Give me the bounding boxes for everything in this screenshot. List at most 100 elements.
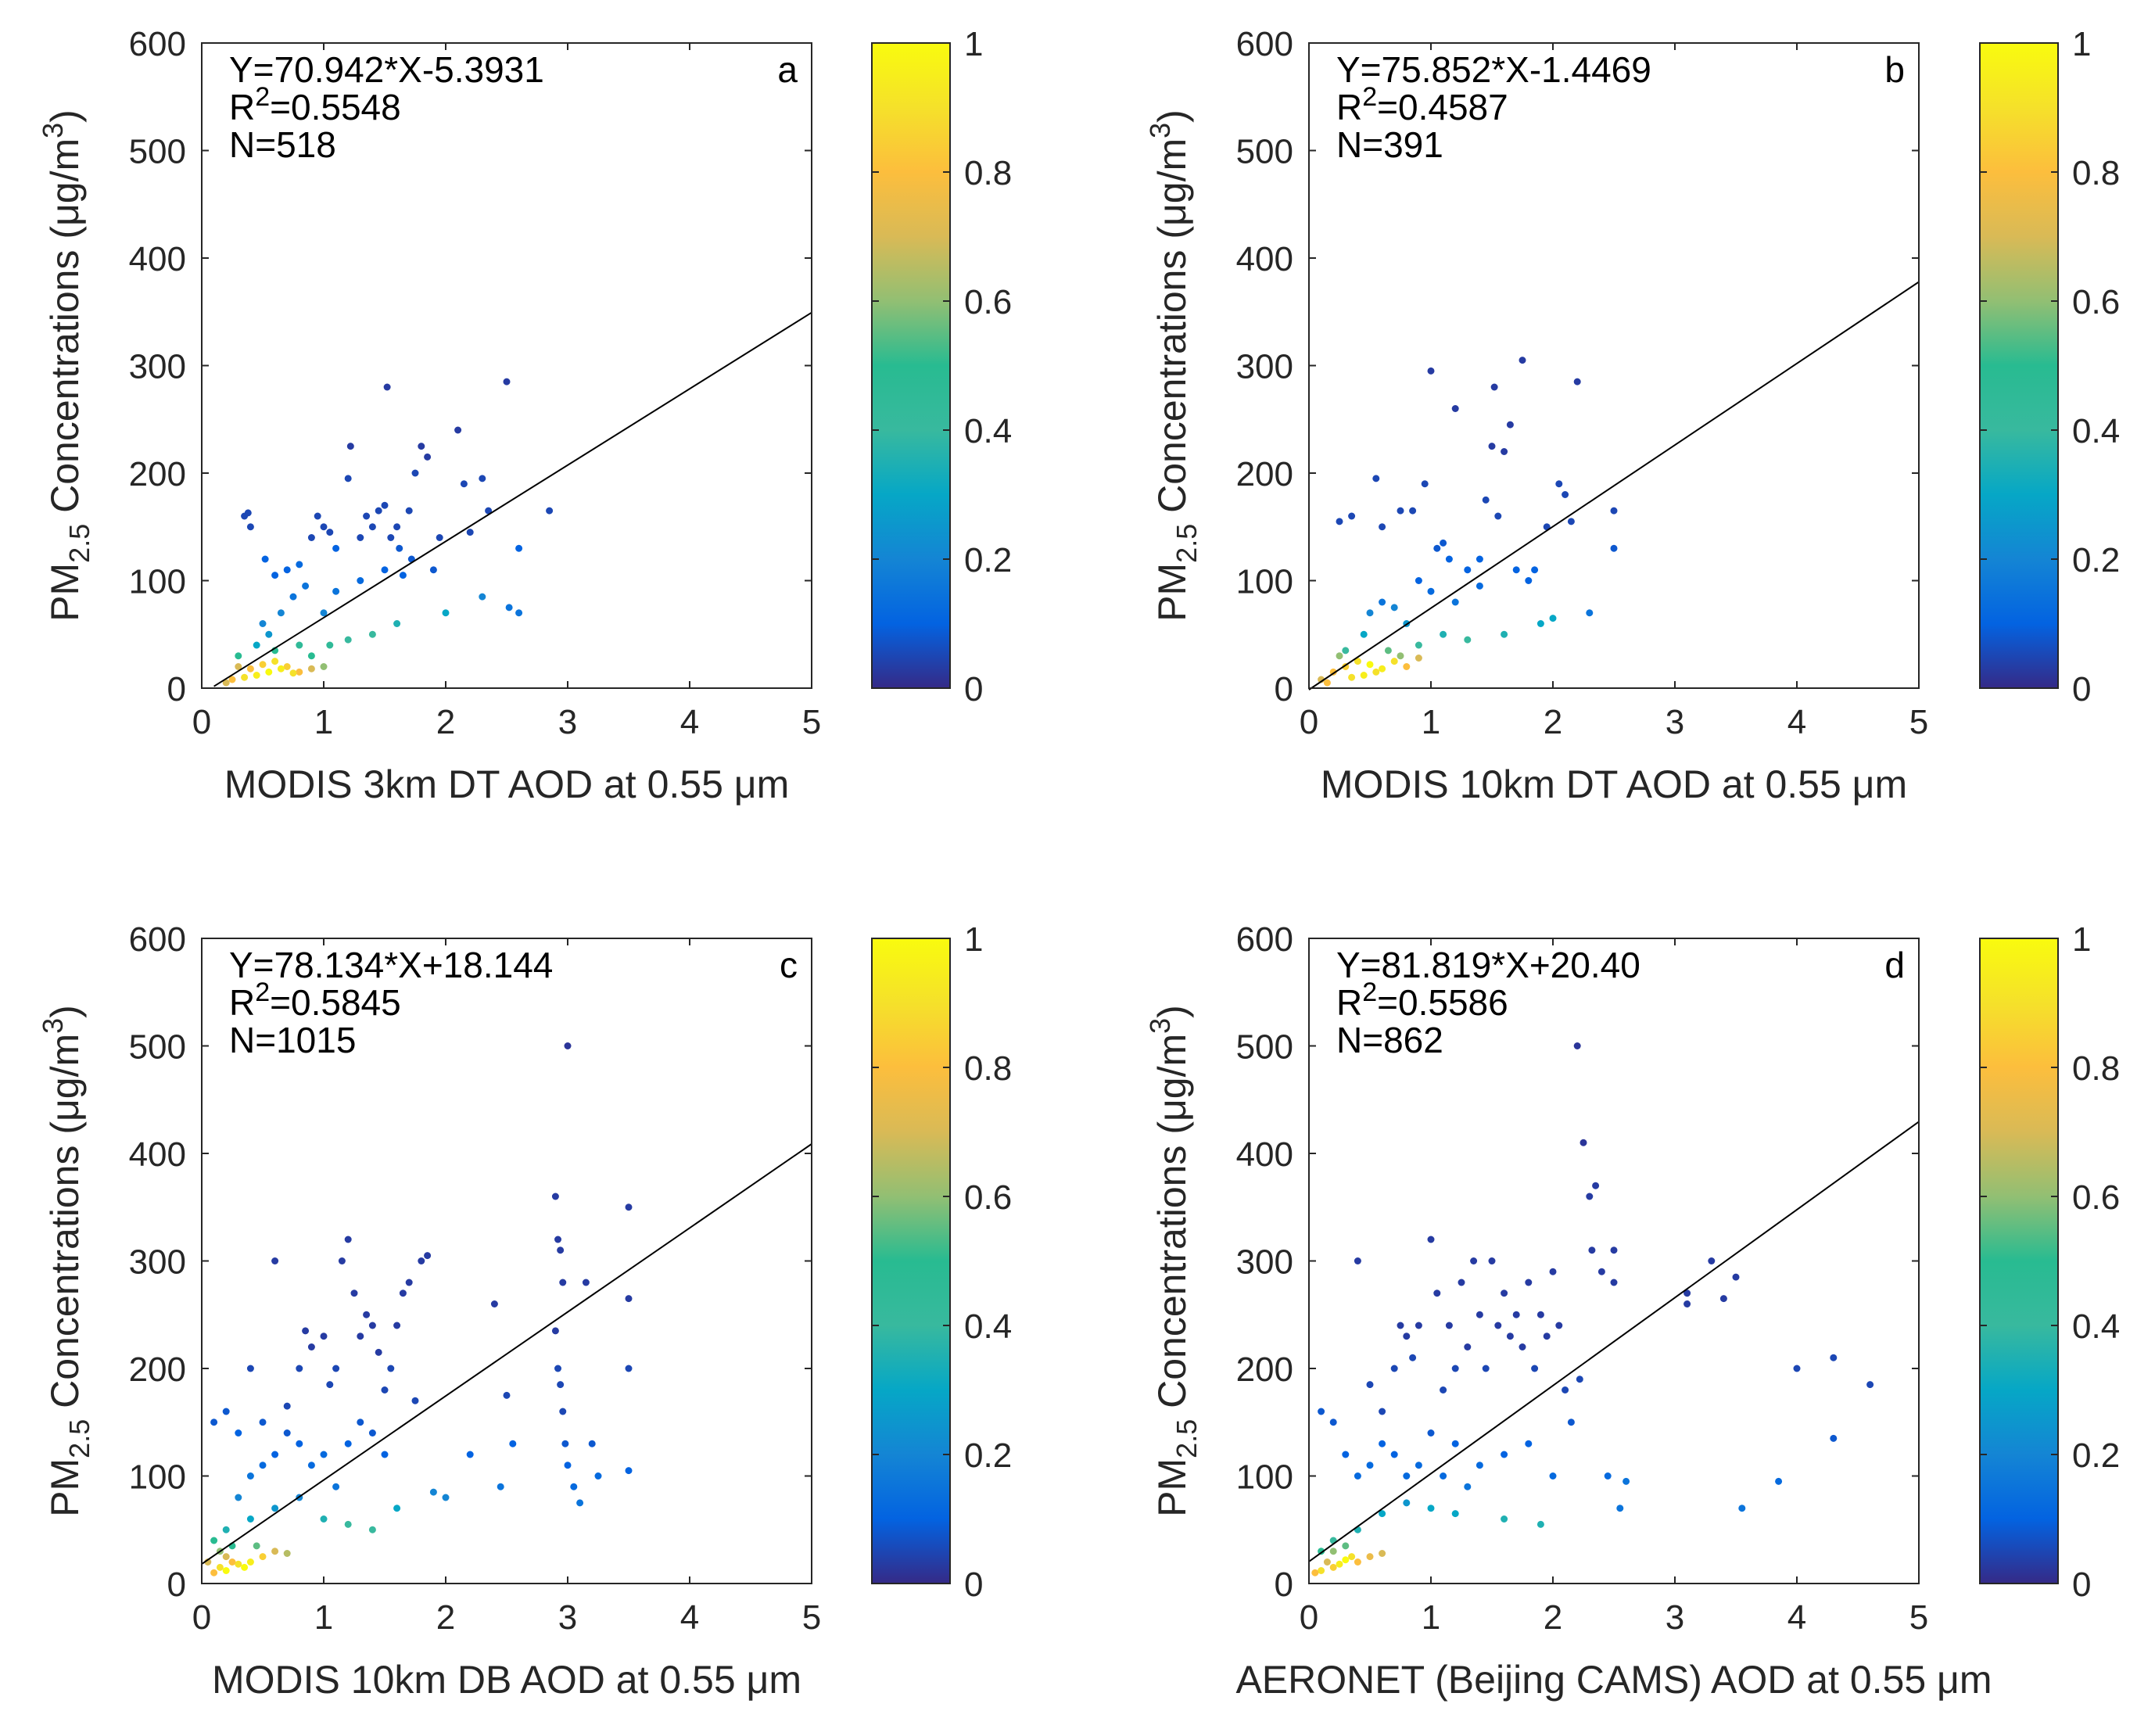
x-tick-label: 3 bbox=[558, 1598, 577, 1637]
scatter-point bbox=[357, 577, 364, 584]
scatter-point bbox=[1610, 544, 1618, 552]
colorbar bbox=[871, 938, 951, 1584]
colorbar-tick-label: 0.6 bbox=[2072, 1178, 2120, 1217]
scatter-point bbox=[1576, 1376, 1583, 1383]
scatter-point bbox=[302, 1327, 310, 1335]
y-tick-label: 200 bbox=[129, 455, 186, 493]
scatter-point bbox=[265, 668, 273, 676]
x-axis-label: AERONET (Beijing CAMS) AOD at 0.55 μm bbox=[1235, 1658, 1992, 1702]
scatter-point bbox=[320, 1451, 328, 1458]
x-tick-label: 2 bbox=[436, 1598, 455, 1637]
scatter-point bbox=[442, 1494, 450, 1501]
scatter-point bbox=[259, 661, 267, 669]
sample-count: N=391 bbox=[1336, 124, 1443, 165]
scatter-point bbox=[1415, 577, 1422, 584]
scatter-point bbox=[246, 665, 254, 673]
scatter-point bbox=[289, 593, 297, 601]
scatter-point bbox=[357, 1332, 364, 1340]
scatter-point bbox=[1549, 615, 1557, 622]
scatter-point bbox=[253, 672, 260, 679]
y-tick-label: 200 bbox=[1236, 1350, 1293, 1389]
colorbar-tick-label: 0.6 bbox=[2072, 283, 2120, 321]
scatter-point bbox=[559, 1408, 567, 1415]
scatter-point bbox=[1323, 1558, 1331, 1566]
scatter-point bbox=[393, 523, 401, 531]
scatter-point bbox=[1506, 421, 1514, 429]
scatter-point bbox=[1433, 544, 1441, 552]
scatter-point bbox=[466, 1451, 474, 1458]
panel-letter: b bbox=[1884, 49, 1905, 90]
scatter-point bbox=[283, 1402, 291, 1410]
scatter-point bbox=[1354, 658, 1361, 665]
x-tick-label: 3 bbox=[1666, 1598, 1684, 1637]
y-tick-label: 400 bbox=[1236, 1135, 1293, 1174]
x-tick-label: 5 bbox=[802, 1598, 821, 1637]
scatter-point bbox=[228, 1558, 236, 1566]
scatter-point bbox=[551, 1193, 559, 1200]
scatter-point bbox=[460, 480, 468, 488]
scatter-point bbox=[557, 1381, 565, 1389]
y-tick-label: 300 bbox=[129, 1243, 186, 1282]
scatter-point bbox=[396, 544, 403, 552]
regression-line bbox=[1308, 1121, 1920, 1562]
colorbar bbox=[1979, 42, 2059, 689]
scatter-point bbox=[216, 1563, 224, 1571]
scatter-point bbox=[271, 572, 279, 579]
scatter-point bbox=[454, 426, 462, 434]
x-tick-label: 4 bbox=[1787, 1598, 1806, 1637]
y-tick-label: 100 bbox=[1236, 563, 1293, 601]
scatter-point bbox=[271, 1505, 279, 1512]
scatter-point bbox=[241, 1563, 249, 1571]
scatter-point bbox=[1494, 512, 1502, 520]
scatter-point bbox=[222, 1553, 230, 1561]
scatter-point bbox=[1793, 1365, 1801, 1372]
r-squared: R2=0.5845 bbox=[229, 977, 401, 1023]
scatter-points bbox=[204, 1042, 633, 1576]
scatter-point bbox=[1311, 1569, 1319, 1576]
scatter-point bbox=[363, 512, 371, 520]
scatter-point bbox=[1555, 1322, 1563, 1329]
scatter-point bbox=[1616, 1505, 1624, 1512]
scatter-point bbox=[1336, 652, 1343, 660]
y-tick-label: 500 bbox=[1236, 1028, 1293, 1067]
y-axis-label: PM2.5 Concentrations (μg/m3) bbox=[1144, 1005, 1203, 1517]
x-tick-label: 5 bbox=[1909, 703, 1928, 741]
y-tick-label: 200 bbox=[129, 1350, 186, 1389]
x-axis-label: MODIS 10km DB AOD at 0.55 μm bbox=[212, 1658, 801, 1702]
scatter-point bbox=[588, 1440, 596, 1447]
scatter-point bbox=[1536, 1520, 1544, 1528]
r-squared: R2=0.5548 bbox=[229, 82, 401, 127]
scatter-point bbox=[490, 1300, 498, 1307]
scatter-point bbox=[235, 1560, 242, 1568]
scatter-point bbox=[222, 1567, 230, 1574]
scatter-point bbox=[271, 1257, 279, 1264]
scatter-point bbox=[436, 534, 443, 541]
scatter-point bbox=[1366, 1381, 1374, 1389]
scatter-point bbox=[554, 1365, 562, 1372]
scatter-point bbox=[368, 1526, 376, 1533]
scatter-point bbox=[1403, 663, 1411, 670]
scatter-point bbox=[261, 555, 269, 563]
scatter-point bbox=[1490, 383, 1498, 391]
scatter-point bbox=[375, 507, 382, 515]
y-tick-label: 300 bbox=[1236, 1243, 1293, 1282]
r-squared: R2=0.4587 bbox=[1336, 82, 1508, 127]
scatter-point bbox=[346, 443, 354, 450]
scatter-point bbox=[1531, 566, 1539, 574]
scatter-point bbox=[320, 663, 328, 670]
scatter-point bbox=[1588, 1246, 1596, 1254]
x-tick-label: 4 bbox=[680, 703, 699, 741]
scatter-point bbox=[1403, 1332, 1411, 1340]
scatter-point bbox=[222, 1526, 230, 1533]
scatter-point bbox=[1318, 1408, 1325, 1415]
regression-line bbox=[201, 1143, 812, 1565]
scatter-point bbox=[505, 604, 513, 612]
scatter-point bbox=[1464, 1343, 1472, 1350]
scatter-point bbox=[363, 1311, 371, 1318]
scatter-point bbox=[1372, 475, 1380, 482]
r-squared: R2=0.5586 bbox=[1336, 977, 1508, 1023]
colorbar-tick-label: 1 bbox=[2072, 25, 2091, 63]
scatter-point bbox=[1379, 1440, 1386, 1447]
scatter-point bbox=[277, 609, 285, 617]
scatter-point bbox=[1464, 566, 1472, 574]
